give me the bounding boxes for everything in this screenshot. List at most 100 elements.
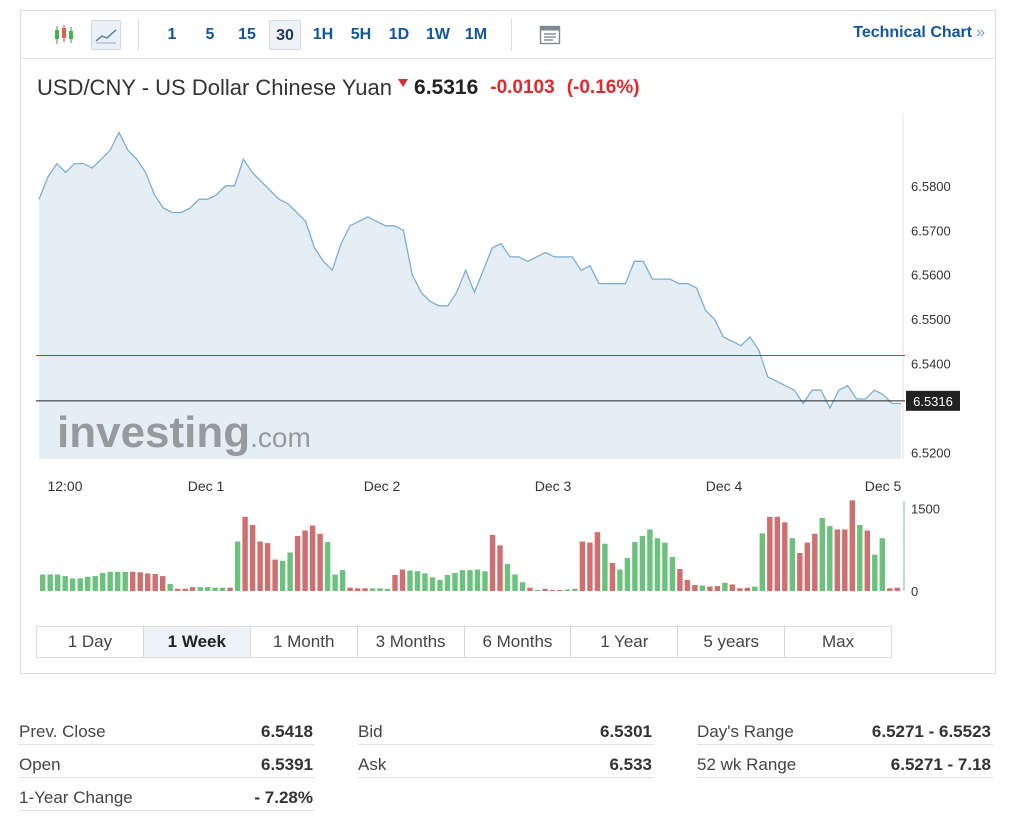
timeframe-15[interactable]: 15 (238, 26, 256, 43)
volume-bar (609, 563, 616, 591)
timeframe-1d[interactable]: 1D (388, 26, 410, 43)
price-chart[interactable]: investing.com 6.5316 6.5800 6.5700 6.5600 6.5… (21, 11, 995, 611)
volume-bar (205, 587, 211, 591)
y-tick-label: 6.5200 (911, 445, 951, 460)
volume-bar (684, 580, 691, 591)
volume-bar (519, 582, 526, 591)
volume-bar (714, 586, 721, 591)
volume-bar (782, 522, 788, 592)
stat-value: 6.5271 - 7.18 (890, 755, 991, 774)
toolbar-divider (511, 19, 512, 51)
watermark-brand: investing (57, 408, 250, 457)
volume-bar (542, 588, 548, 591)
timeframe-1m[interactable]: 1M (464, 26, 488, 43)
volume-bar (407, 570, 413, 591)
area-chart-icon[interactable] (91, 20, 121, 50)
last-price: 6.5316 (414, 76, 479, 99)
instrument-title: USD/CNY - US Dollar Chinese Yuan (37, 75, 393, 100)
stat-value: 6.533 (609, 755, 652, 774)
volume-bar (789, 538, 795, 591)
volume-bar (527, 587, 533, 591)
range-button[interactable]: 5 years (678, 627, 786, 657)
timeframe-5[interactable]: 5 (205, 26, 215, 43)
volume-bar (579, 541, 586, 591)
double-chevron-right-icon: » (976, 24, 985, 41)
timeframe-1w[interactable]: 1W (426, 26, 450, 43)
price-change: -0.0103 (490, 77, 555, 98)
volume-bar (587, 542, 593, 591)
last-price-tag-label: 6.5316 (913, 394, 953, 409)
stat-row: Day's Range 6.5271 - 6.5523 (697, 712, 993, 745)
volume-bar (722, 582, 728, 592)
price-change-percent: (-0.16%) (566, 77, 640, 98)
timeframe-1h[interactable]: 1H (312, 26, 334, 43)
volume-bar (549, 589, 556, 591)
volume-bar (55, 574, 61, 591)
y-tick-label: 6.5400 (911, 357, 951, 372)
volume-bar (317, 533, 323, 591)
volume-bar (362, 588, 368, 592)
volume-bar (354, 588, 361, 592)
volume-bar (804, 542, 810, 591)
volume-bar (92, 576, 98, 591)
stat-label: 1-Year Change (19, 788, 133, 807)
volume-bar (879, 538, 885, 591)
range-button[interactable]: 3 Months (358, 627, 465, 657)
volume-bar (294, 536, 301, 591)
volume-bar (197, 587, 203, 591)
volume-bar (669, 556, 676, 591)
candlestick-icon[interactable] (49, 20, 79, 50)
volume-bar (624, 558, 631, 591)
volume-bar (47, 574, 53, 591)
volume-bar (272, 559, 278, 591)
volume-bar (264, 543, 271, 591)
volume-bar (249, 525, 256, 591)
down-arrow-icon (398, 79, 409, 87)
range-button[interactable]: 1 Year (571, 627, 679, 657)
technical-chart-label[interactable]: Technical Chart (853, 24, 973, 41)
stat-label: Bid (358, 722, 383, 741)
volume-bar (504, 564, 511, 591)
volume-bar (474, 569, 481, 591)
volume-bar (377, 588, 383, 592)
stat-value: 6.5391 (261, 755, 313, 774)
volume-bar (812, 533, 818, 591)
timeframe-5h[interactable]: 5H (350, 26, 372, 43)
technical-chart-link[interactable]: Technical Chart» (853, 24, 985, 42)
stat-value: 6.5418 (261, 722, 313, 741)
stat-row: 1-Year Change - 7.28% (19, 778, 315, 811)
range-button[interactable]: 1 Day (37, 627, 144, 657)
stat-label: Day's Range (697, 722, 794, 741)
volume-bar (175, 588, 181, 591)
volume-bar (767, 516, 773, 592)
range-button[interactable]: 6 Months (465, 627, 572, 657)
volume-bar (654, 538, 661, 591)
volume-bar (219, 587, 226, 591)
volume-bar (429, 577, 436, 592)
volume-bar (564, 589, 571, 591)
stat-label: 52 wk Range (697, 755, 797, 774)
volume-bar (677, 569, 683, 591)
y-tick-label: 6.5800 (911, 179, 951, 194)
timeframe-1[interactable]: 1 (167, 26, 177, 43)
stat-row: Open 6.5391 (19, 745, 315, 778)
range-button[interactable]: Max (822, 632, 855, 651)
range-button[interactable]: 1 Month (251, 627, 358, 657)
volume-bar (557, 589, 563, 591)
volume-bar (872, 554, 878, 591)
document-icon[interactable] (539, 24, 561, 46)
volume-bar (602, 543, 608, 591)
volume-bar (324, 542, 331, 591)
y-tick-label: 6.5500 (911, 312, 951, 327)
x-tick-label: Dec 5 (865, 478, 902, 494)
volume-bar (85, 576, 91, 591)
stat-label: Open (19, 755, 61, 774)
volume-bar (444, 575, 451, 591)
timeframe-30[interactable]: 30 (269, 20, 301, 50)
range-button[interactable]: 1 Week (143, 627, 251, 657)
volume-bar (572, 588, 578, 591)
volume-bar (70, 578, 76, 591)
investing-watermark: investing.com (57, 408, 311, 457)
stats-column-3: Day's Range 6.5271 - 6.5523 52 wk Range 6.5… (697, 712, 993, 778)
stat-value: 6.5301 (600, 722, 652, 741)
